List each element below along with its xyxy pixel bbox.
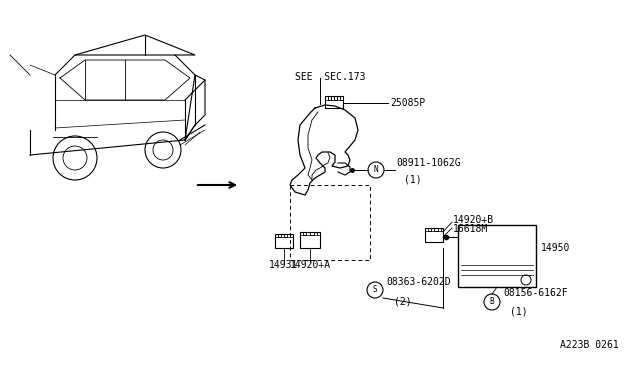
Text: (1): (1) [510,307,527,317]
Text: A223B 0261: A223B 0261 [560,340,619,350]
Text: 14931: 14931 [269,260,299,270]
Text: 14920+A: 14920+A [289,260,331,270]
Text: (1): (1) [404,175,422,185]
Text: B: B [490,298,494,307]
Text: (2): (2) [394,296,412,306]
Text: SEE  SEC.173: SEE SEC.173 [295,72,365,82]
Text: N: N [374,166,378,174]
Text: 14950: 14950 [541,243,570,253]
Text: 16618M: 16618M [453,224,488,234]
Text: 25085P: 25085P [390,98,425,108]
Text: 08911-1062G: 08911-1062G [396,158,461,168]
Text: 14920+B: 14920+B [453,215,494,225]
Text: 08156-6162F: 08156-6162F [503,288,568,298]
Text: 08363-6202D: 08363-6202D [386,277,451,287]
Text: S: S [372,285,378,295]
